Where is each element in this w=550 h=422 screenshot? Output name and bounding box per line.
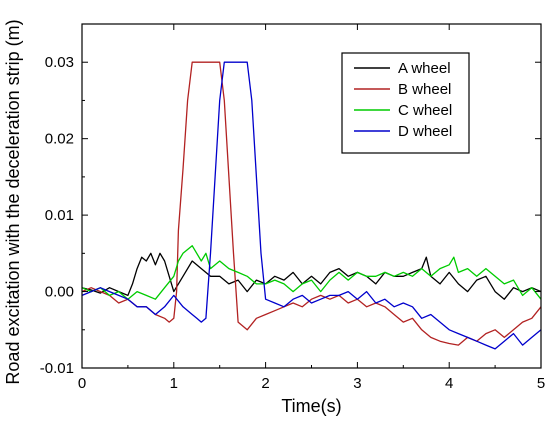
legend-box bbox=[341, 52, 470, 154]
x-tick-label: 0 bbox=[78, 375, 86, 392]
series-layer bbox=[81, 61, 542, 350]
series-line-b-wheel bbox=[81, 61, 542, 346]
x-tick-label: 2 bbox=[261, 375, 269, 392]
y-tick-label: 0.00 bbox=[45, 284, 74, 301]
axes-frame bbox=[81, 23, 542, 369]
y-tick-label: -0.01 bbox=[40, 360, 74, 377]
legend-items: A wheel B wheel C wheel D wheel bbox=[354, 60, 452, 140]
x-ticks: 0 1 2 3 4 5 bbox=[78, 24, 545, 392]
series-line-c-wheel bbox=[81, 245, 542, 300]
series-line-a-wheel bbox=[81, 252, 542, 300]
x-tick-label: 1 bbox=[170, 375, 178, 392]
y-axis-title: Road excitation with the deceleration st… bbox=[3, 19, 23, 384]
x-tick-label: 4 bbox=[445, 375, 453, 392]
series-line-d-wheel bbox=[81, 61, 542, 350]
x-tick-label: 5 bbox=[537, 375, 545, 392]
y-tick-label: 0.01 bbox=[45, 207, 74, 224]
legend-label: A wheel bbox=[398, 60, 451, 77]
y-ticks: -0.01 0.00 0.01 0.02 0.03 bbox=[40, 54, 541, 377]
plot-area: 0 1 2 3 4 5 -0.01 0.00 0.01 0.02 0.03 bbox=[40, 23, 545, 392]
x-tick-label: 3 bbox=[353, 375, 361, 392]
legend-label: C wheel bbox=[398, 102, 452, 119]
legend-label: D wheel bbox=[398, 123, 452, 140]
legend: A wheel B wheel C wheel D wheel bbox=[341, 52, 470, 154]
legend-label: B wheel bbox=[398, 81, 451, 98]
y-tick-label: 0.03 bbox=[45, 54, 74, 71]
y-tick-label: 0.02 bbox=[45, 131, 74, 148]
x-axis-title: Time(s) bbox=[281, 396, 341, 416]
